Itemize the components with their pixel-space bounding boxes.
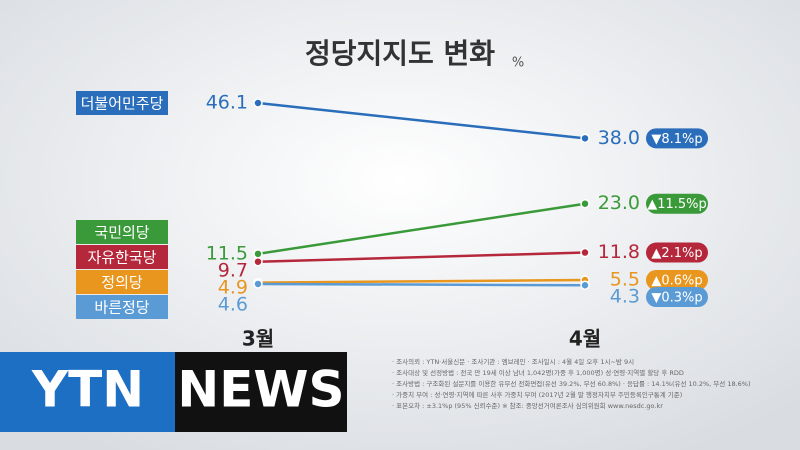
series-line (257, 278, 586, 284)
change-badge (646, 242, 708, 263)
value-label: 46.1 (206, 92, 248, 114)
point (253, 98, 263, 108)
legend-label: 국민의당 (94, 224, 149, 242)
point (580, 280, 590, 291)
legend-label: 자유한국당 (87, 249, 156, 267)
point (580, 198, 590, 209)
x-tick-label: 4월 (569, 327, 601, 351)
x-tick-label: 3월 (242, 327, 274, 351)
legend-box (76, 220, 168, 244)
point (253, 249, 263, 259)
value-label: 9.7 (218, 259, 248, 281)
value-label: 5.5 (610, 269, 640, 291)
value-label: 38.0 (598, 127, 640, 149)
legend-box (76, 245, 168, 269)
logo-text: NEWS (177, 361, 344, 419)
note: · 가중치 부여 : 성·연령·지역에 따른 사후 가중치 부여 (2017년 … (392, 390, 682, 399)
change-badge (646, 193, 708, 214)
value-label: 4.6 (218, 293, 248, 315)
series-line (257, 251, 586, 263)
value-label: 11.8 (598, 241, 640, 263)
note: · 조사방법 : 구조화된 설문지를 이용한 유무선 전화면접(유선 39.2%… (392, 379, 751, 388)
note: · 조사의뢰 : YTN·서울신문 · 조사기관 : 엠브레인 · 조사일시 :… (392, 357, 634, 366)
logo-box (175, 352, 347, 432)
point (253, 256, 263, 267)
change-badge (646, 270, 708, 291)
value-label: 23.0 (598, 192, 640, 214)
change-label: ▲2.1%p (651, 246, 702, 261)
change-label: ▼8.1%p (651, 132, 702, 147)
legend-box (76, 91, 168, 115)
note: · 표본오차 : ±3.1%p (95% 신뢰수준) ※ 참조: 중앙선거여론조… (392, 401, 663, 410)
legend-label: 더불어민주당 (81, 95, 164, 113)
point (580, 133, 590, 144)
legend-box (76, 270, 168, 294)
change-label: ▼0.3%p (651, 291, 702, 306)
point (580, 247, 590, 258)
value-label: 4.3 (610, 286, 640, 308)
chart-title: 정당지지도 변화 (305, 37, 495, 70)
unit: % (512, 56, 524, 71)
value-label: 11.5 (206, 242, 248, 264)
change-badge (646, 128, 708, 149)
series-line (257, 202, 586, 256)
legend-box (76, 295, 168, 319)
notes: · 조사의뢰 : YTN·서울신문 · 조사기관 : 엠브레인 · 조사일시 :… (392, 357, 751, 410)
change-badge (646, 287, 708, 308)
value-label: 4.9 (218, 276, 248, 298)
point (253, 279, 263, 289)
change-label: ▲11.5%p (647, 197, 707, 212)
logo-box (0, 352, 175, 432)
note: · 조사대상 및 선정방법 : 전국 만 19세 이상 남녀 1,042명(가중… (392, 368, 684, 377)
logo-text: YTN (31, 361, 144, 419)
legend-label: 정의당 (101, 274, 143, 292)
series-line (257, 282, 586, 287)
legend-label: 바른정당 (94, 299, 149, 317)
change-label: ▲0.6%p (651, 274, 702, 289)
series-line (257, 101, 586, 140)
